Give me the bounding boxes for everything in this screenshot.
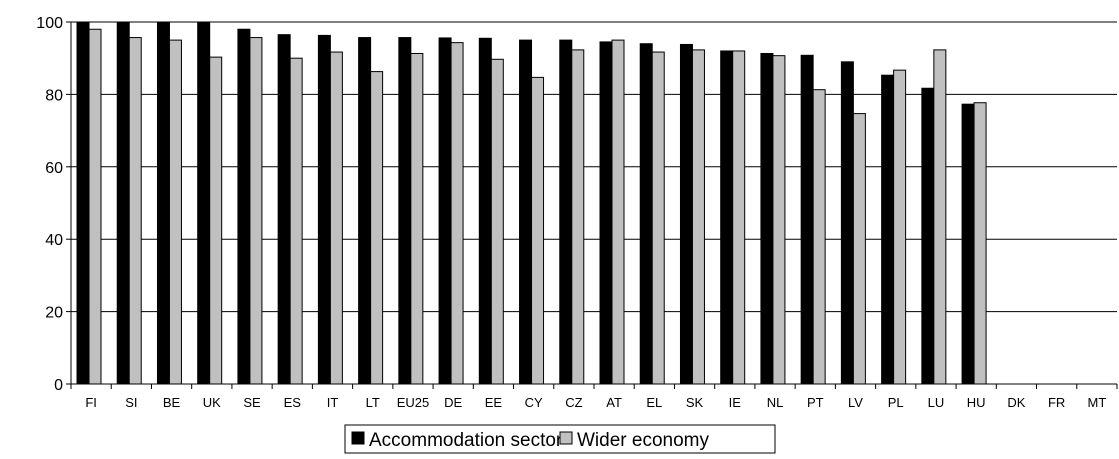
bar-accommodation-nl [760, 52, 774, 385]
legend-swatch-accommodation [351, 431, 365, 445]
bar-wider-economy-sk [691, 49, 705, 385]
bar-accommodation-se [237, 28, 251, 385]
bar-wider-economy-it [329, 51, 343, 385]
bar-accommodation-si [116, 21, 130, 385]
x-tick-label: IT [327, 395, 339, 410]
x-tick-label: EL [646, 395, 662, 410]
x-tick-label: LV [848, 395, 863, 410]
x-tick-label: ES [284, 395, 302, 410]
x-tick-label: EE [485, 395, 503, 410]
x-tick-label: PL [888, 395, 904, 410]
x-tick-label: CZ [565, 395, 582, 410]
bar-wider-economy-fi [88, 28, 102, 385]
bar-accommodation-lv [840, 61, 854, 385]
bar-accommodation-at [599, 41, 613, 385]
x-tick-label: AT [606, 395, 622, 410]
bar-wider-economy-nl [772, 55, 786, 385]
x-tick-label: SI [125, 395, 137, 410]
bar-wider-economy-ee [490, 58, 504, 385]
bar-wider-economy-hu [973, 102, 987, 385]
bars [76, 21, 987, 385]
bar-wider-economy-lt [370, 71, 384, 385]
bar-wider-economy-se [249, 37, 263, 385]
x-tick-label: PT [807, 395, 824, 410]
bar-accommodation-ee [478, 37, 492, 385]
bar-wider-economy-ie [732, 50, 746, 385]
bar-accommodation-cz [559, 39, 573, 385]
gridlines [71, 21, 1117, 313]
bar-accommodation-lt [358, 37, 372, 385]
y-tick-label: 20 [45, 305, 63, 322]
y-tick-label: 60 [45, 160, 63, 177]
x-tick-label: DK [1007, 395, 1025, 410]
bar-wider-economy-si [128, 37, 142, 385]
bar-accommodation-eu25 [398, 37, 412, 385]
x-tick-label: IE [729, 395, 742, 410]
legend: Accommodation sector Wider economy [344, 424, 776, 454]
bar-wider-economy-eu25 [410, 52, 424, 385]
bar-accommodation-hu [961, 103, 975, 385]
x-tick-label: LT [366, 395, 380, 410]
bar-accommodation-el [639, 43, 653, 385]
x-tick-label: SE [243, 395, 261, 410]
x-tick-label: FR [1048, 395, 1065, 410]
y-tick-label: 80 [45, 87, 63, 104]
y-tick-label: 0 [54, 377, 63, 394]
bar-accommodation-es [277, 34, 291, 385]
bar-accommodation-pl [881, 74, 895, 385]
bar-accommodation-cy [519, 39, 533, 385]
bar-accommodation-pt [800, 54, 814, 385]
legend-label-accommodation: Accommodation sector [369, 430, 563, 451]
axes: 0 20 40 60 80 100 FI SI BE UK SE ES IT LT EU25 DE EE CY CZ… [36, 15, 1118, 410]
bar-accommodation-fi [76, 21, 90, 385]
bar-accommodation-ie [720, 50, 734, 385]
bar-wider-economy-uk [209, 56, 223, 385]
legend-swatch-wider-economy [559, 431, 573, 445]
bar-wider-economy-cz [571, 49, 585, 385]
bar-accommodation-it [317, 34, 331, 385]
y-tick-label: 100 [36, 15, 63, 32]
legend-label-wider-economy: Wider economy [577, 430, 709, 451]
bar-accommodation-uk [197, 21, 211, 385]
bar-wider-economy-es [289, 57, 303, 385]
x-tick-label: UK [203, 395, 221, 410]
x-tick-label: MT [1087, 395, 1106, 410]
x-tick-label: NL [767, 395, 784, 410]
x-tick-label: LU [928, 395, 945, 410]
bar-wider-economy-lv [852, 113, 866, 385]
x-tick-label: FI [85, 395, 97, 410]
bar-wider-economy-de [450, 42, 464, 385]
x-tick-label: DE [444, 395, 462, 410]
x-tick-label: SK [686, 395, 704, 410]
bar-wider-economy-pt [812, 89, 826, 385]
bar-accommodation-sk [679, 43, 693, 385]
bar-accommodation-de [438, 37, 452, 385]
bar-wider-economy-lu [933, 49, 947, 385]
x-tick-label: EU25 [397, 395, 430, 410]
bar-wider-economy-el [651, 51, 665, 385]
x-tick-label: HU [967, 395, 986, 410]
bar-accommodation-be [156, 21, 170, 385]
bar-wider-economy-cy [531, 76, 545, 385]
bar-accommodation-lu [921, 87, 935, 385]
y-tick-label: 40 [45, 232, 63, 249]
bar-wider-economy-at [611, 39, 625, 385]
x-tick-label: BE [163, 395, 181, 410]
x-tick-label: CY [525, 395, 543, 410]
bar-wider-economy-be [168, 39, 182, 385]
bar-wider-economy-pl [893, 69, 907, 385]
